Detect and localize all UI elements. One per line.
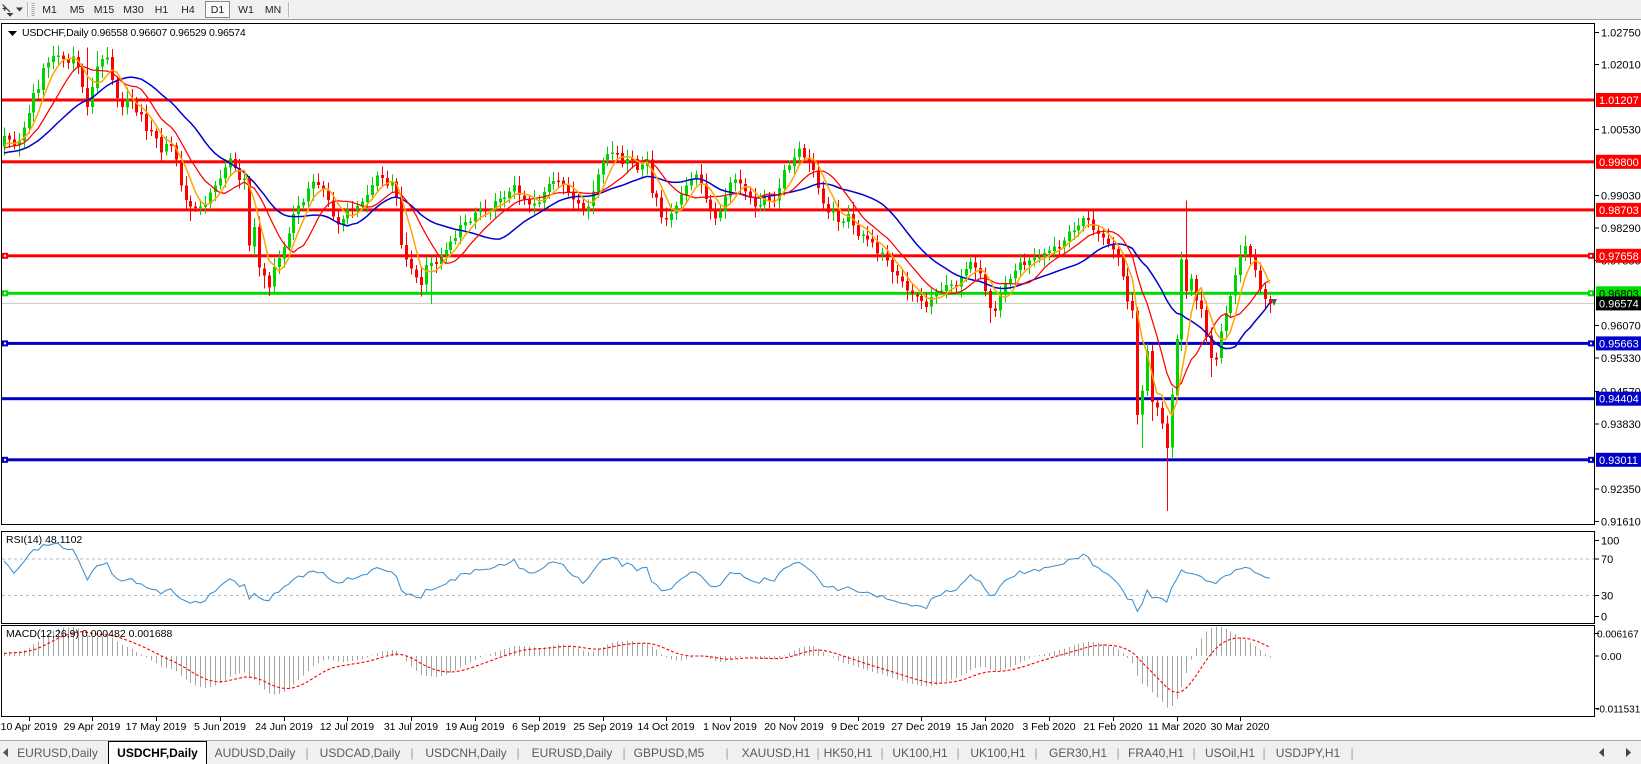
svg-text:|: |: [1116, 746, 1119, 760]
svg-text:0.96070: 0.96070: [1601, 321, 1641, 333]
svg-text:14 Oct 2019: 14 Oct 2019: [637, 721, 694, 733]
svg-text:USDCHF,Daily 0.96558 0.96607: USDCHF,Daily 0.96558 0.96607 0.96529 0.9…: [22, 27, 246, 39]
svg-text:H1: H1: [155, 4, 169, 16]
svg-text:H4: H4: [181, 4, 195, 16]
svg-text:1 Nov 2019: 1 Nov 2019: [703, 721, 757, 733]
svg-text:USDCHF,Daily: USDCHF,Daily: [117, 746, 198, 760]
svg-text:|: |: [1262, 746, 1265, 760]
svg-text:12 Jul 2019: 12 Jul 2019: [320, 721, 374, 733]
svg-text:0.97658: 0.97658: [1599, 251, 1639, 263]
svg-text:|: |: [1192, 746, 1195, 760]
svg-text:0: 0: [1601, 612, 1607, 624]
svg-text:0.99030: 0.99030: [1601, 191, 1641, 203]
svg-text:30 Mar 2020: 30 Mar 2020: [1211, 721, 1270, 733]
svg-text:15 Jan 2020: 15 Jan 2020: [956, 721, 1014, 733]
svg-text:|: |: [1350, 746, 1353, 760]
svg-text:|: |: [410, 746, 413, 760]
svg-text:10 Apr 2019: 10 Apr 2019: [1, 721, 58, 733]
svg-text:UK100,H1: UK100,H1: [970, 746, 1026, 760]
svg-text:11 Mar 2020: 11 Mar 2020: [1148, 721, 1206, 733]
svg-text:21 Feb 2020: 21 Feb 2020: [1084, 721, 1143, 733]
svg-text:W1: W1: [238, 4, 254, 16]
svg-text:|: |: [816, 746, 819, 760]
svg-text:M5: M5: [70, 4, 85, 16]
svg-text:MN: MN: [265, 4, 281, 16]
svg-text:30: 30: [1601, 591, 1613, 603]
svg-text:70: 70: [1601, 554, 1613, 566]
svg-text:XAUUSD,H1: XAUUSD,H1: [742, 746, 811, 760]
svg-text:1.01207: 1.01207: [1599, 95, 1639, 107]
svg-text:|: |: [1034, 746, 1037, 760]
svg-text:0.93011: 0.93011: [1599, 455, 1638, 467]
svg-text:RSI(14) 48.1102: RSI(14) 48.1102: [6, 534, 82, 546]
svg-text:24 Jun 2019: 24 Jun 2019: [255, 721, 313, 733]
svg-text:EURUSD,Daily: EURUSD,Daily: [17, 746, 98, 760]
svg-text:|: |: [622, 746, 625, 760]
svg-text:-0.011531: -0.011531: [1596, 705, 1641, 716]
svg-text:1.02010: 1.02010: [1601, 60, 1641, 72]
svg-text:|: |: [516, 746, 519, 760]
svg-text:29 Apr 2019: 29 Apr 2019: [64, 721, 121, 733]
svg-text:0.99800: 0.99800: [1599, 157, 1639, 169]
svg-text:27 Dec 2019: 27 Dec 2019: [891, 721, 951, 733]
svg-text:0.95663: 0.95663: [1599, 338, 1639, 350]
svg-text:D1: D1: [211, 4, 225, 16]
svg-text:USDCAD,Daily: USDCAD,Daily: [320, 746, 401, 760]
svg-text:0.93830: 0.93830: [1601, 419, 1641, 431]
svg-text:5 Jun 2019: 5 Jun 2019: [194, 721, 246, 733]
svg-text:USOil,H1: USOil,H1: [1205, 746, 1255, 760]
svg-text:M1: M1: [42, 4, 57, 16]
svg-text:20 Nov 2019: 20 Nov 2019: [764, 721, 824, 733]
svg-text:|: |: [880, 746, 883, 760]
svg-text:|: |: [725, 746, 728, 760]
svg-text:3 Feb 2020: 3 Feb 2020: [1022, 721, 1075, 733]
svg-text:|: |: [305, 746, 308, 760]
svg-text:9 Dec 2019: 9 Dec 2019: [831, 721, 885, 733]
svg-text:GER30,H1: GER30,H1: [1049, 746, 1107, 760]
svg-text:0.94404: 0.94404: [1599, 394, 1639, 406]
svg-text:0.95330: 0.95330: [1601, 353, 1641, 365]
svg-text:1.00530: 1.00530: [1601, 125, 1641, 137]
svg-text:0.006167: 0.006167: [1597, 630, 1639, 641]
svg-text:0.92350: 0.92350: [1601, 484, 1641, 496]
svg-text:0.91610: 0.91610: [1601, 516, 1641, 528]
svg-text:1.02750: 1.02750: [1601, 27, 1641, 39]
svg-text:0.98290: 0.98290: [1601, 223, 1641, 235]
svg-text:17 May 2019: 17 May 2019: [126, 721, 187, 733]
svg-text:M30: M30: [123, 4, 144, 16]
svg-text:UK100,H1: UK100,H1: [892, 746, 948, 760]
svg-text:0.00: 0.00: [1601, 651, 1622, 663]
svg-text:HK50,H1: HK50,H1: [824, 746, 873, 760]
svg-text:31 Jul 2019: 31 Jul 2019: [384, 721, 438, 733]
svg-text:GBPUSD,M5: GBPUSD,M5: [634, 746, 705, 760]
svg-text:M15: M15: [94, 4, 115, 16]
svg-text:19 Aug 2019: 19 Aug 2019: [446, 721, 505, 733]
svg-text:USDJPY,H1: USDJPY,H1: [1276, 746, 1341, 760]
svg-text:0.96574: 0.96574: [1599, 298, 1639, 310]
svg-text:25 Sep 2019: 25 Sep 2019: [573, 721, 633, 733]
svg-text:EURUSD,Daily: EURUSD,Daily: [532, 746, 613, 760]
svg-text:MACD(12,26,9) 0.000482 0.00168: MACD(12,26,9) 0.000482 0.001688: [6, 628, 173, 640]
svg-text:0.98703: 0.98703: [1599, 205, 1639, 217]
svg-text:100: 100: [1601, 536, 1619, 548]
svg-text:FRA40,H1: FRA40,H1: [1128, 746, 1184, 760]
svg-text:6 Sep 2019: 6 Sep 2019: [512, 721, 566, 733]
svg-text:AUDUSD,Daily: AUDUSD,Daily: [215, 746, 296, 760]
svg-text:USDCNH,Daily: USDCNH,Daily: [425, 746, 506, 760]
svg-text:|: |: [956, 746, 959, 760]
